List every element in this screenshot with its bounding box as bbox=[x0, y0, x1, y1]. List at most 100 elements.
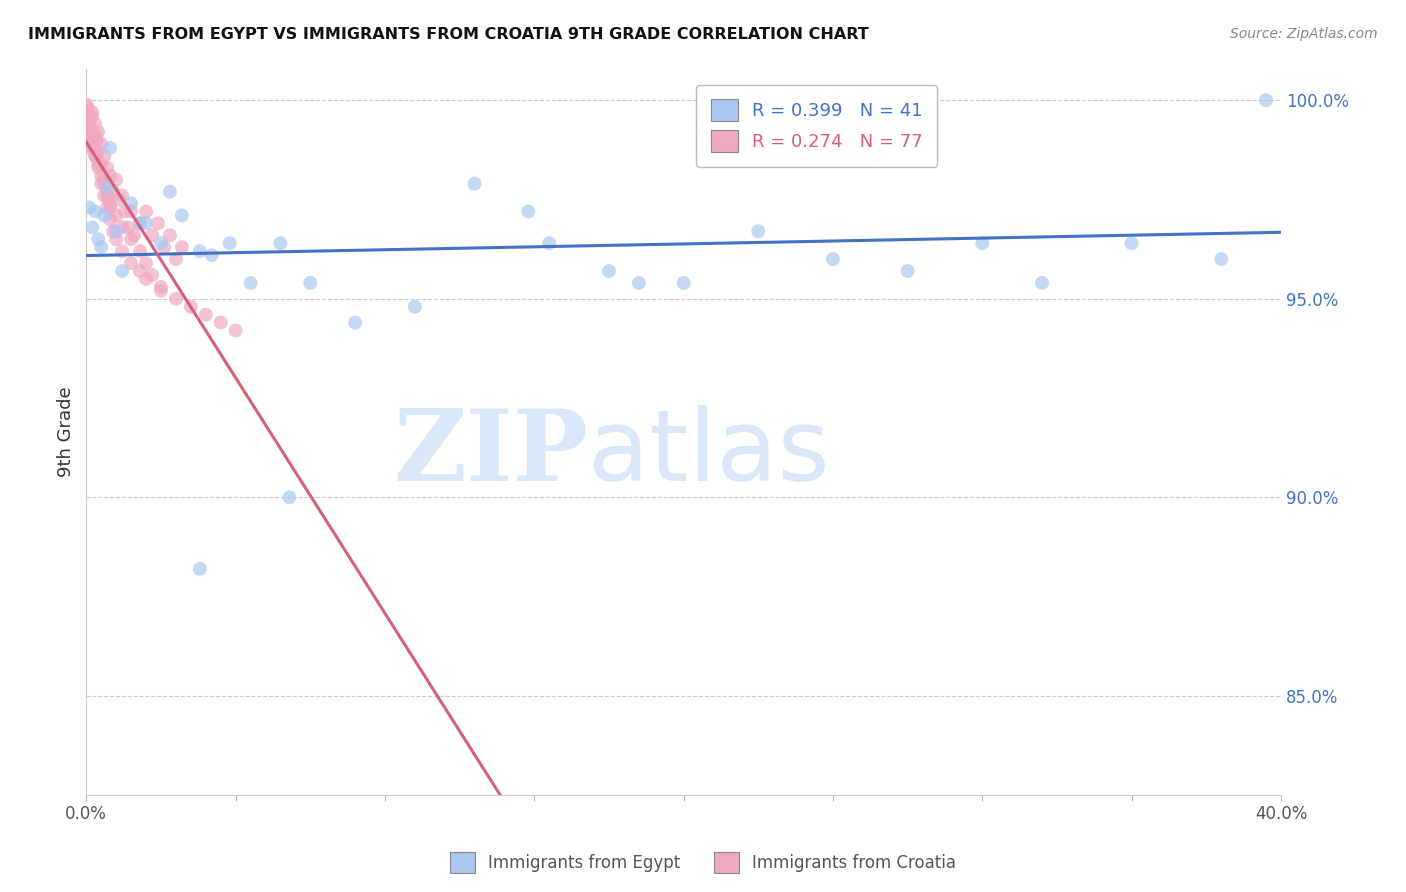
Point bbox=[194, 308, 217, 322]
Point bbox=[98, 212, 121, 227]
Point bbox=[225, 324, 247, 338]
Point bbox=[117, 220, 139, 235]
Point bbox=[87, 125, 110, 139]
Text: atlas: atlas bbox=[588, 405, 830, 502]
Point bbox=[538, 236, 561, 251]
Point bbox=[120, 204, 142, 219]
Point bbox=[98, 201, 121, 215]
Point bbox=[101, 224, 124, 238]
Point bbox=[122, 228, 145, 243]
Point bbox=[90, 177, 112, 191]
Point bbox=[111, 220, 134, 235]
Point bbox=[87, 145, 110, 159]
Point bbox=[84, 149, 107, 163]
Point bbox=[209, 316, 232, 330]
Point bbox=[96, 201, 118, 215]
Point bbox=[96, 180, 118, 194]
Point bbox=[159, 228, 181, 243]
Point bbox=[75, 109, 97, 123]
Point bbox=[598, 264, 620, 278]
Point bbox=[84, 128, 107, 143]
Point bbox=[269, 236, 291, 251]
Point bbox=[105, 208, 128, 222]
Point bbox=[170, 240, 193, 254]
Point bbox=[111, 264, 134, 278]
Point bbox=[135, 256, 157, 270]
Point bbox=[77, 121, 100, 136]
Point bbox=[135, 272, 157, 286]
Point bbox=[80, 133, 103, 147]
Y-axis label: 9th Grade: 9th Grade bbox=[58, 386, 75, 477]
Point bbox=[75, 97, 97, 112]
Point bbox=[159, 185, 181, 199]
Point bbox=[90, 136, 112, 151]
Text: IMMIGRANTS FROM EGYPT VS IMMIGRANTS FROM CROATIA 9TH GRADE CORRELATION CHART: IMMIGRANTS FROM EGYPT VS IMMIGRANTS FROM… bbox=[28, 27, 869, 42]
Point bbox=[90, 157, 112, 171]
Point bbox=[129, 264, 152, 278]
Legend: Immigrants from Egypt, Immigrants from Croatia: Immigrants from Egypt, Immigrants from C… bbox=[443, 846, 963, 880]
Point bbox=[135, 204, 157, 219]
Point bbox=[129, 244, 152, 259]
Point bbox=[82, 105, 104, 120]
Point bbox=[84, 149, 107, 163]
Point bbox=[114, 204, 136, 219]
Point bbox=[149, 236, 172, 251]
Point bbox=[129, 216, 152, 230]
Point bbox=[75, 136, 97, 151]
Point bbox=[77, 141, 100, 155]
Point bbox=[77, 117, 100, 131]
Point bbox=[105, 232, 128, 246]
Point bbox=[105, 224, 128, 238]
Point bbox=[897, 264, 920, 278]
Point bbox=[93, 172, 115, 186]
Point bbox=[517, 204, 540, 219]
Point bbox=[98, 141, 121, 155]
Point bbox=[108, 193, 131, 207]
Point bbox=[90, 240, 112, 254]
Point bbox=[96, 161, 118, 175]
Point bbox=[120, 232, 142, 246]
Point bbox=[105, 172, 128, 186]
Point bbox=[87, 232, 110, 246]
Point bbox=[98, 169, 121, 183]
Point bbox=[1254, 93, 1277, 107]
Point bbox=[93, 177, 115, 191]
Point bbox=[93, 149, 115, 163]
Point bbox=[180, 300, 202, 314]
Point bbox=[87, 157, 110, 171]
Point bbox=[82, 133, 104, 147]
Point bbox=[1031, 276, 1053, 290]
Point bbox=[84, 117, 107, 131]
Point bbox=[165, 252, 187, 266]
Point bbox=[75, 101, 97, 115]
Point bbox=[129, 216, 152, 230]
Point bbox=[201, 248, 224, 262]
Point bbox=[170, 208, 193, 222]
Point bbox=[141, 268, 163, 282]
Point bbox=[75, 121, 97, 136]
Point bbox=[738, 101, 761, 115]
Text: Source: ZipAtlas.com: Source: ZipAtlas.com bbox=[1230, 27, 1378, 41]
Point bbox=[141, 228, 163, 243]
Point bbox=[821, 252, 844, 266]
Point bbox=[135, 216, 157, 230]
Point bbox=[149, 284, 172, 298]
Point bbox=[101, 185, 124, 199]
Point bbox=[218, 236, 240, 251]
Point bbox=[278, 491, 301, 505]
Point bbox=[111, 188, 134, 202]
Point bbox=[77, 121, 100, 136]
Point bbox=[77, 109, 100, 123]
Legend: R = 0.399   N = 41, R = 0.274   N = 77: R = 0.399 N = 41, R = 0.274 N = 77 bbox=[696, 85, 938, 167]
Point bbox=[627, 276, 650, 290]
Text: ZIP: ZIP bbox=[394, 405, 588, 502]
Point bbox=[188, 562, 211, 576]
Point bbox=[93, 208, 115, 222]
Point bbox=[93, 188, 115, 202]
Point bbox=[96, 185, 118, 199]
Point bbox=[972, 236, 994, 251]
Point bbox=[83, 141, 105, 155]
Point bbox=[87, 161, 110, 175]
Point bbox=[464, 177, 486, 191]
Point bbox=[1211, 252, 1233, 266]
